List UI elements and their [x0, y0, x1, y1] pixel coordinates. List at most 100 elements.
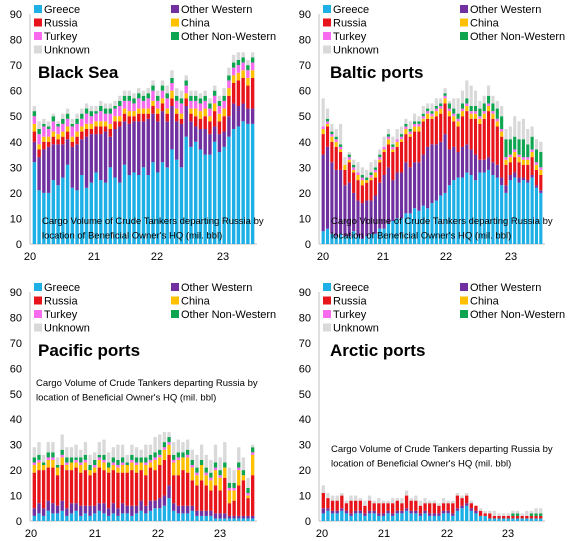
bar-segment	[156, 121, 160, 173]
bar-segment	[148, 454, 153, 460]
panel-title: Black Sea	[38, 63, 119, 82]
bar-segment	[478, 159, 482, 173]
bar-segment	[97, 510, 102, 521]
bar-segment	[373, 177, 377, 196]
bar-segment	[203, 90, 207, 96]
panel-title: Pacific ports	[38, 341, 140, 360]
bar-segment	[423, 513, 427, 521]
bar-segment	[495, 164, 499, 178]
x-tick-label: 23	[505, 251, 517, 263]
bar-segment	[421, 106, 425, 114]
bar-segment	[118, 100, 122, 106]
bar-segment	[439, 108, 443, 114]
bar-segment	[360, 203, 364, 239]
bar-segment	[460, 508, 464, 521]
bar-segment	[250, 77, 255, 109]
bar-segment	[237, 485, 241, 516]
bar-segment	[360, 238, 364, 244]
bar-segment	[529, 515, 534, 519]
bar-segment	[430, 144, 434, 204]
bar-segment	[395, 141, 399, 147]
bar-segment	[456, 177, 460, 244]
bar-segment	[151, 106, 155, 114]
bar-segment	[122, 108, 127, 114]
bar-segment	[179, 123, 184, 168]
bar-segment	[495, 118, 499, 122]
bar-segment	[111, 447, 115, 458]
bar-segment	[51, 503, 55, 514]
bar-segment	[391, 513, 395, 516]
bar-segment	[70, 141, 75, 147]
bar-segment	[500, 116, 504, 129]
bar-segment	[227, 136, 231, 244]
bar-segment	[334, 129, 338, 137]
bar-segment	[213, 485, 218, 514]
bar-segment	[378, 182, 382, 229]
bar-segment	[79, 462, 83, 466]
bar-segment	[526, 159, 530, 165]
bar-segment	[60, 510, 64, 521]
bar-segment	[160, 103, 165, 112]
bar-segment	[378, 162, 382, 183]
bar-segment	[74, 503, 78, 511]
bar-segment	[511, 510, 515, 514]
bar-segment	[421, 154, 425, 206]
bar-segment	[495, 108, 499, 119]
bar-segment	[56, 185, 60, 244]
bar-segment	[204, 510, 208, 516]
bar-segment	[151, 90, 155, 101]
bar-segment	[251, 515, 255, 519]
y-tick-label: 80	[10, 35, 22, 47]
bar-segment	[386, 134, 391, 137]
bar-segment	[93, 472, 97, 506]
bar-segment	[441, 498, 446, 504]
bar-segment	[55, 475, 60, 506]
bar-segment	[421, 121, 425, 155]
bar-segment	[56, 139, 60, 145]
y-tick-label: 10	[10, 213, 22, 225]
bar-segment	[227, 67, 231, 76]
bar-segment	[430, 111, 434, 114]
legend-swatch	[171, 5, 179, 13]
bar-segment	[517, 177, 521, 183]
bar-segment	[148, 459, 153, 463]
bar-segment	[80, 175, 84, 244]
bar-segment	[41, 515, 46, 521]
bar-segment	[428, 503, 432, 514]
bar-segment	[156, 108, 160, 114]
y-tick-label: 80	[299, 312, 311, 324]
legend-label: Greece	[44, 4, 80, 16]
bar-segment	[108, 103, 112, 109]
bar-segment	[60, 500, 64, 511]
bar-segment	[65, 465, 69, 471]
bar-segment	[340, 495, 344, 509]
bar-segment	[246, 123, 250, 244]
bar-segment	[84, 108, 89, 114]
legend-swatch	[171, 18, 179, 27]
bar-segment	[241, 103, 245, 122]
bar-segment	[231, 75, 236, 83]
bar-segment	[513, 152, 517, 158]
bar-segment	[251, 518, 255, 521]
bar-segment	[193, 100, 198, 109]
legend-swatch	[34, 45, 42, 54]
bar-segment	[113, 129, 117, 178]
bar-segment	[116, 472, 120, 509]
bar-segment	[526, 144, 530, 158]
bar-segment	[408, 121, 412, 129]
bar-segment	[172, 510, 176, 521]
bar-segment	[65, 131, 70, 140]
bar-segment	[534, 162, 539, 165]
bar-segment	[181, 452, 185, 458]
bar-segment	[508, 175, 512, 181]
bar-segment	[134, 465, 139, 473]
bar-segment	[250, 123, 255, 244]
bar-segment	[491, 118, 495, 163]
bar-segment	[94, 126, 98, 135]
y-tick-label: 50	[299, 389, 311, 401]
bar-segment	[99, 106, 103, 112]
bar-segment	[460, 505, 464, 509]
legend-swatch	[460, 18, 468, 27]
bar-segment	[198, 98, 203, 104]
